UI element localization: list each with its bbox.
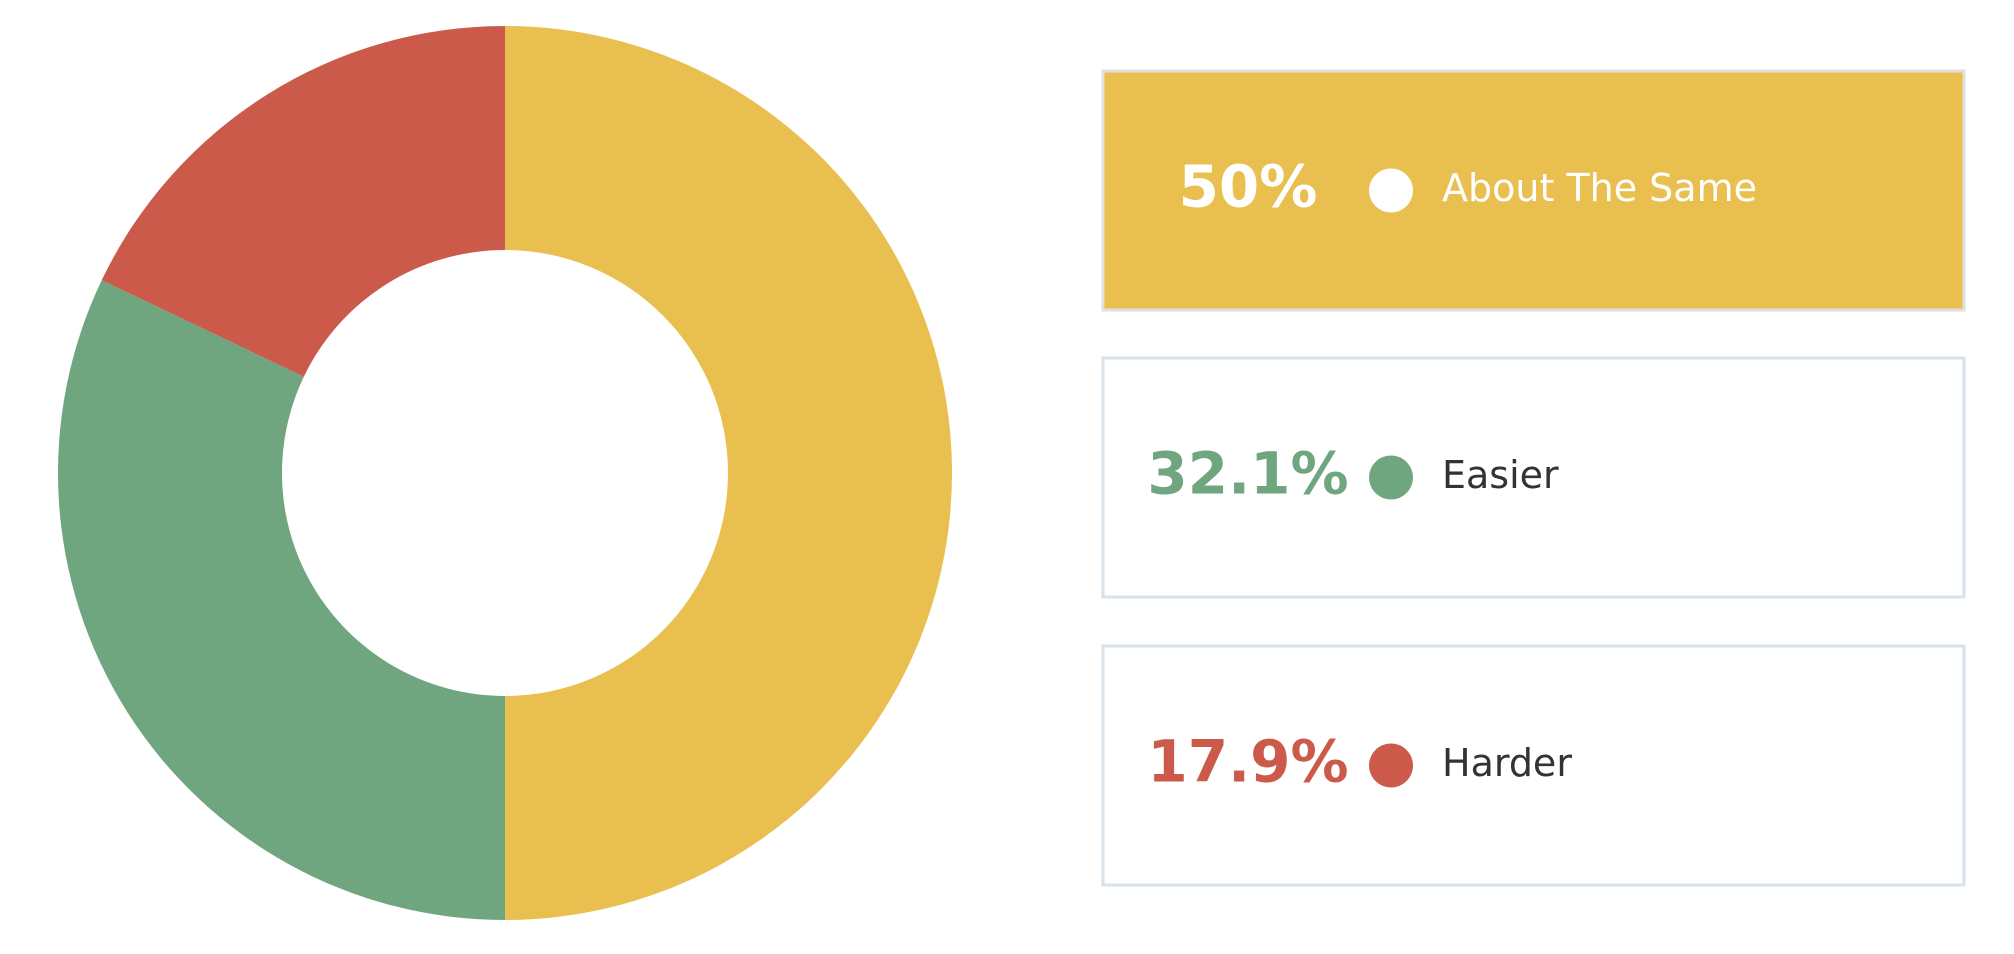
- legend-label: About The Same: [1442, 166, 1757, 210]
- legend-card[interactable]: [1101, 69, 1966, 312]
- legend-value: 17.9%: [1147, 728, 1348, 796]
- donut-slice: [505, 26, 952, 920]
- legend-card[interactable]: [1101, 644, 1966, 887]
- donut-slice: [101, 26, 505, 377]
- legend-value: 32.1%: [1147, 440, 1348, 508]
- legend-card[interactable]: [1101, 356, 1966, 599]
- legend-dot: [1369, 168, 1413, 213]
- legend-label: Harder: [1442, 741, 1572, 785]
- legend-value: 50%: [1179, 153, 1318, 221]
- legend-dot: [1369, 455, 1413, 500]
- donut-slice: [58, 280, 505, 920]
- legend-dot: [1369, 743, 1413, 788]
- legend-label: Easier: [1442, 453, 1559, 497]
